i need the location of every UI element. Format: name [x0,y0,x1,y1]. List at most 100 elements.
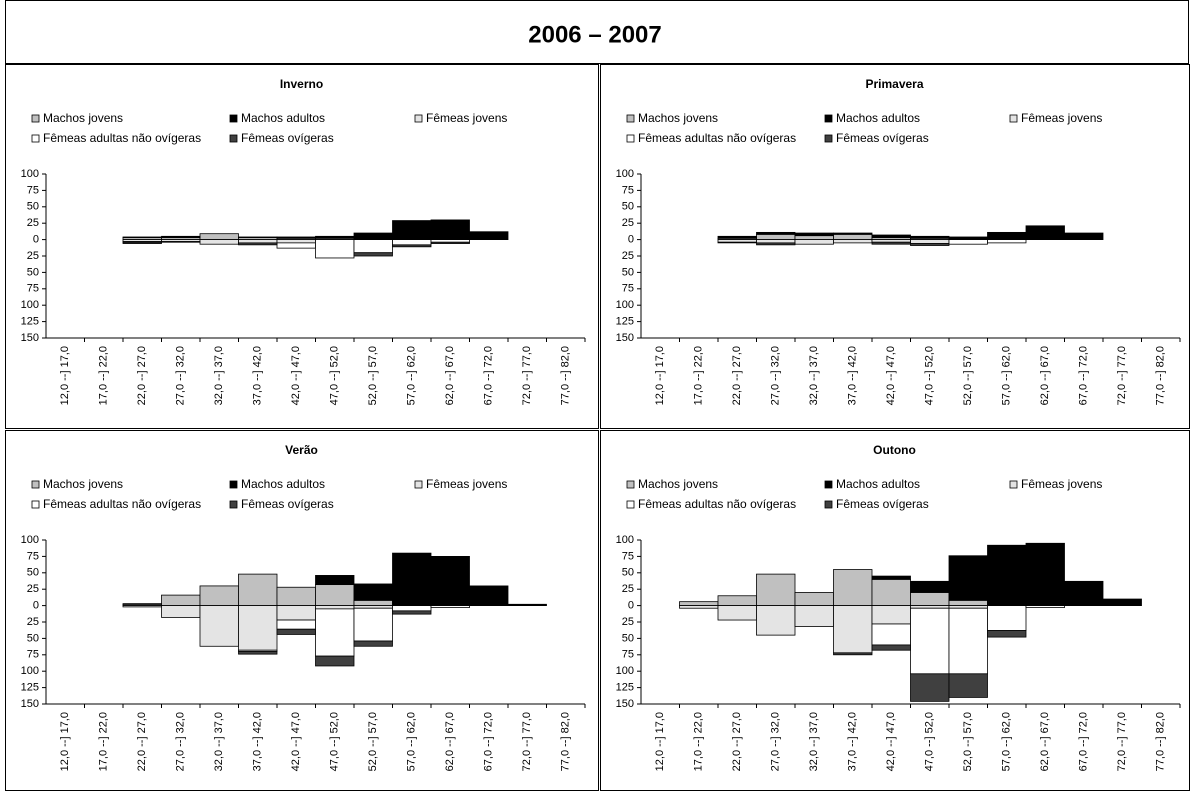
x-tick-label: 77,0 --] 82,0 [1155,346,1167,405]
bar-segment [353,599,393,607]
bar-segment [794,235,834,241]
y-tick-label: 25 [27,616,39,628]
y-tick-label: 75 [27,649,39,661]
legend-label: Fêmeas jovens [1021,111,1102,125]
bar-segment [833,605,873,654]
bar-segment [199,233,239,240]
bar-segment [756,231,796,235]
y-tick-label: 50 [27,266,39,278]
x-tick-label: 27,0 --] 32,0 [770,346,782,405]
legend-swatch [414,480,423,489]
x-tick-label: 12,0 --] 17,0 [59,346,71,405]
y-tick-label: 50 [27,632,39,644]
x-tick-label: 62,0 --] 67,0 [1039,712,1051,771]
x-tick-label: 22,0 --] 27,0 [136,712,148,771]
legend-swatch [626,480,635,489]
y-tick-label: 25 [622,217,634,229]
x-tick-label: 52,0 --] 57,0 [962,712,974,771]
x-tick-label: 27,0 --] 32,0 [175,712,187,771]
x-tick-label: 17,0 --] 22,0 [693,712,705,771]
legend-label: Fêmeas jovens [426,111,507,125]
y-tick-label: 125 [21,316,39,328]
bar-segment [392,552,432,607]
x-tick-label: 42,0 --] 47,0 [885,346,897,405]
panel: Primavera 150 125 100 75 50 25 0 25 50 75 100 12,0 -… [600,64,1190,429]
y-tick-label: 75 [27,550,39,562]
x-tick-label: 57,0 --] 62,0 [1001,712,1013,771]
bar-segment [1025,542,1065,606]
bar-segment [833,569,873,607]
y-tick-label: 50 [622,266,634,278]
bar-segment [987,544,1027,607]
x-tick-label: 57,0 --] 62,0 [406,346,418,405]
bar-segment [276,628,316,635]
x-tick-label: 72,0 --] 77,0 [1116,712,1128,771]
chart-title: Outono [873,443,916,457]
chart-title: Verão [285,443,318,457]
y-tick-label: 25 [27,583,39,595]
y-tick-label: 50 [622,632,634,644]
legend-label: Machos jovens [638,477,718,491]
x-tick-label: 42,0 --] 47,0 [290,346,302,405]
legend-swatch [626,500,635,509]
x-tick-label: 22,0 --] 27,0 [136,346,148,405]
bar-segment [276,619,316,630]
bar-segment [948,607,988,675]
y-tick-label: 150 [616,698,634,710]
x-tick-label: 42,0 --] 47,0 [885,712,897,771]
y-tick-label: 100 [616,299,634,311]
y-tick-label: 100 [21,534,39,546]
bar-segment [794,239,834,245]
bar-segment [469,231,509,240]
bar-segment [353,583,393,601]
bar-segment [871,575,911,580]
bar-segment [910,239,950,244]
bar-segment [122,236,162,239]
y-tick-label: 75 [622,184,634,196]
chart-title: Primavera [865,77,923,91]
chart-title: Inverno [280,77,323,91]
legend-swatch [414,114,423,123]
bar-segment [871,234,911,239]
x-tick-label: 47,0 --] 52,0 [924,712,936,771]
bar-segment [910,243,950,246]
x-tick-label: 57,0 --] 62,0 [406,712,418,771]
bar-segment [238,242,278,246]
x-tick-label: 72,0 --] 77,0 [521,712,533,771]
panel: Verão 150 125 100 75 50 25 0 25 50 75 100 12,0 --] 1… [5,430,599,791]
bar-segment [833,232,873,235]
x-tick-label: 37,0 --] 42,0 [252,712,264,771]
bar-segment [833,233,873,241]
x-tick-label: 62,0 --] 67,0 [444,712,456,771]
bar-segment [1025,605,1065,608]
legend-swatch [31,480,40,489]
y-tick-label: 50 [622,567,634,579]
legend-swatch [229,480,238,489]
bar-segment [717,605,757,621]
bar-segment [1064,232,1104,240]
y-tick-label: 0 [628,234,634,246]
legend-label: Fêmeas adultas não ovígeras [638,497,796,511]
bar-segment [756,605,796,636]
bar-segment [161,235,201,239]
bar-segment [353,239,393,254]
bar-segment [392,244,432,248]
y-tick-label: 50 [27,201,39,213]
bar-segment [507,603,547,606]
x-tick-label: 17,0 --] 22,0 [693,346,705,405]
bar-segment [238,651,278,655]
bar-segment [871,241,911,245]
bar-segment [987,231,1027,241]
bar-segment [276,242,316,249]
x-tick-label: 37,0 --] 42,0 [847,346,859,405]
legend-swatch [31,500,40,509]
x-tick-label: 32,0 --] 37,0 [213,712,225,771]
panel-border [5,64,599,429]
bar-segment [199,605,239,647]
x-tick-label: 32,0 --] 37,0 [808,346,820,405]
y-tick-label: 50 [622,201,634,213]
bar-segment [392,605,432,612]
bar-segment [679,601,719,607]
